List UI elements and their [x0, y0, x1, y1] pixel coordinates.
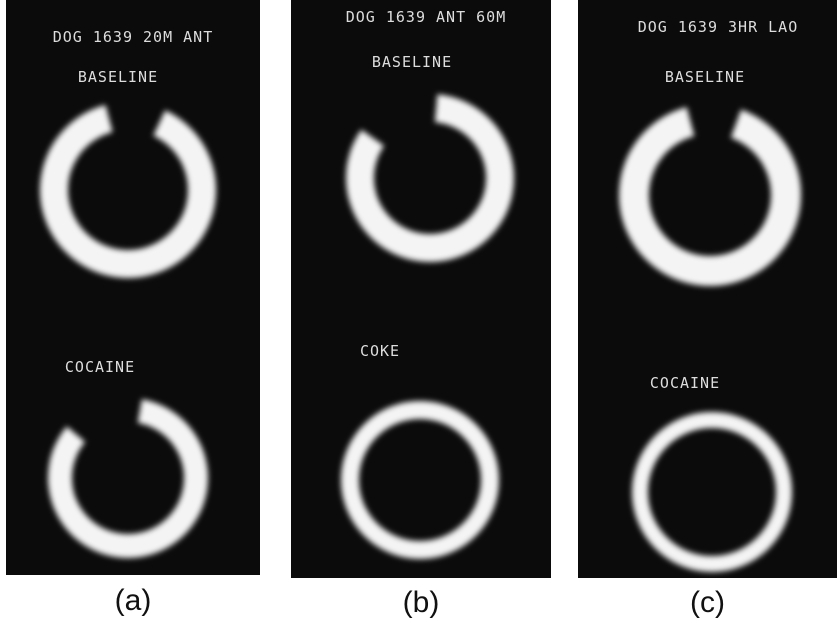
bottom-label: COCAINE — [650, 374, 720, 392]
scan-panel — [6, 0, 260, 575]
top-label: BASELINE — [78, 68, 158, 86]
bottom-label: COCAINE — [65, 358, 135, 376]
figure: DOG 1639 20M ANT BASELINE COCAINE (a) DOG 16… — [0, 0, 837, 633]
scan-panel — [291, 0, 551, 578]
scan-panel — [578, 0, 837, 578]
panel-caption: (a) — [115, 584, 152, 617]
bottom-label: COKE — [360, 342, 400, 360]
scan-header: DOG 1639 20M ANT — [53, 28, 214, 46]
panel-caption: (c) — [690, 586, 725, 619]
scan-header: DOG 1639 ANT 60M — [346, 8, 507, 26]
scan-header: DOG 1639 3HR LAO — [638, 18, 799, 36]
top-label: BASELINE — [665, 68, 745, 86]
panel-caption: (b) — [403, 586, 440, 619]
top-label: BASELINE — [372, 53, 452, 71]
